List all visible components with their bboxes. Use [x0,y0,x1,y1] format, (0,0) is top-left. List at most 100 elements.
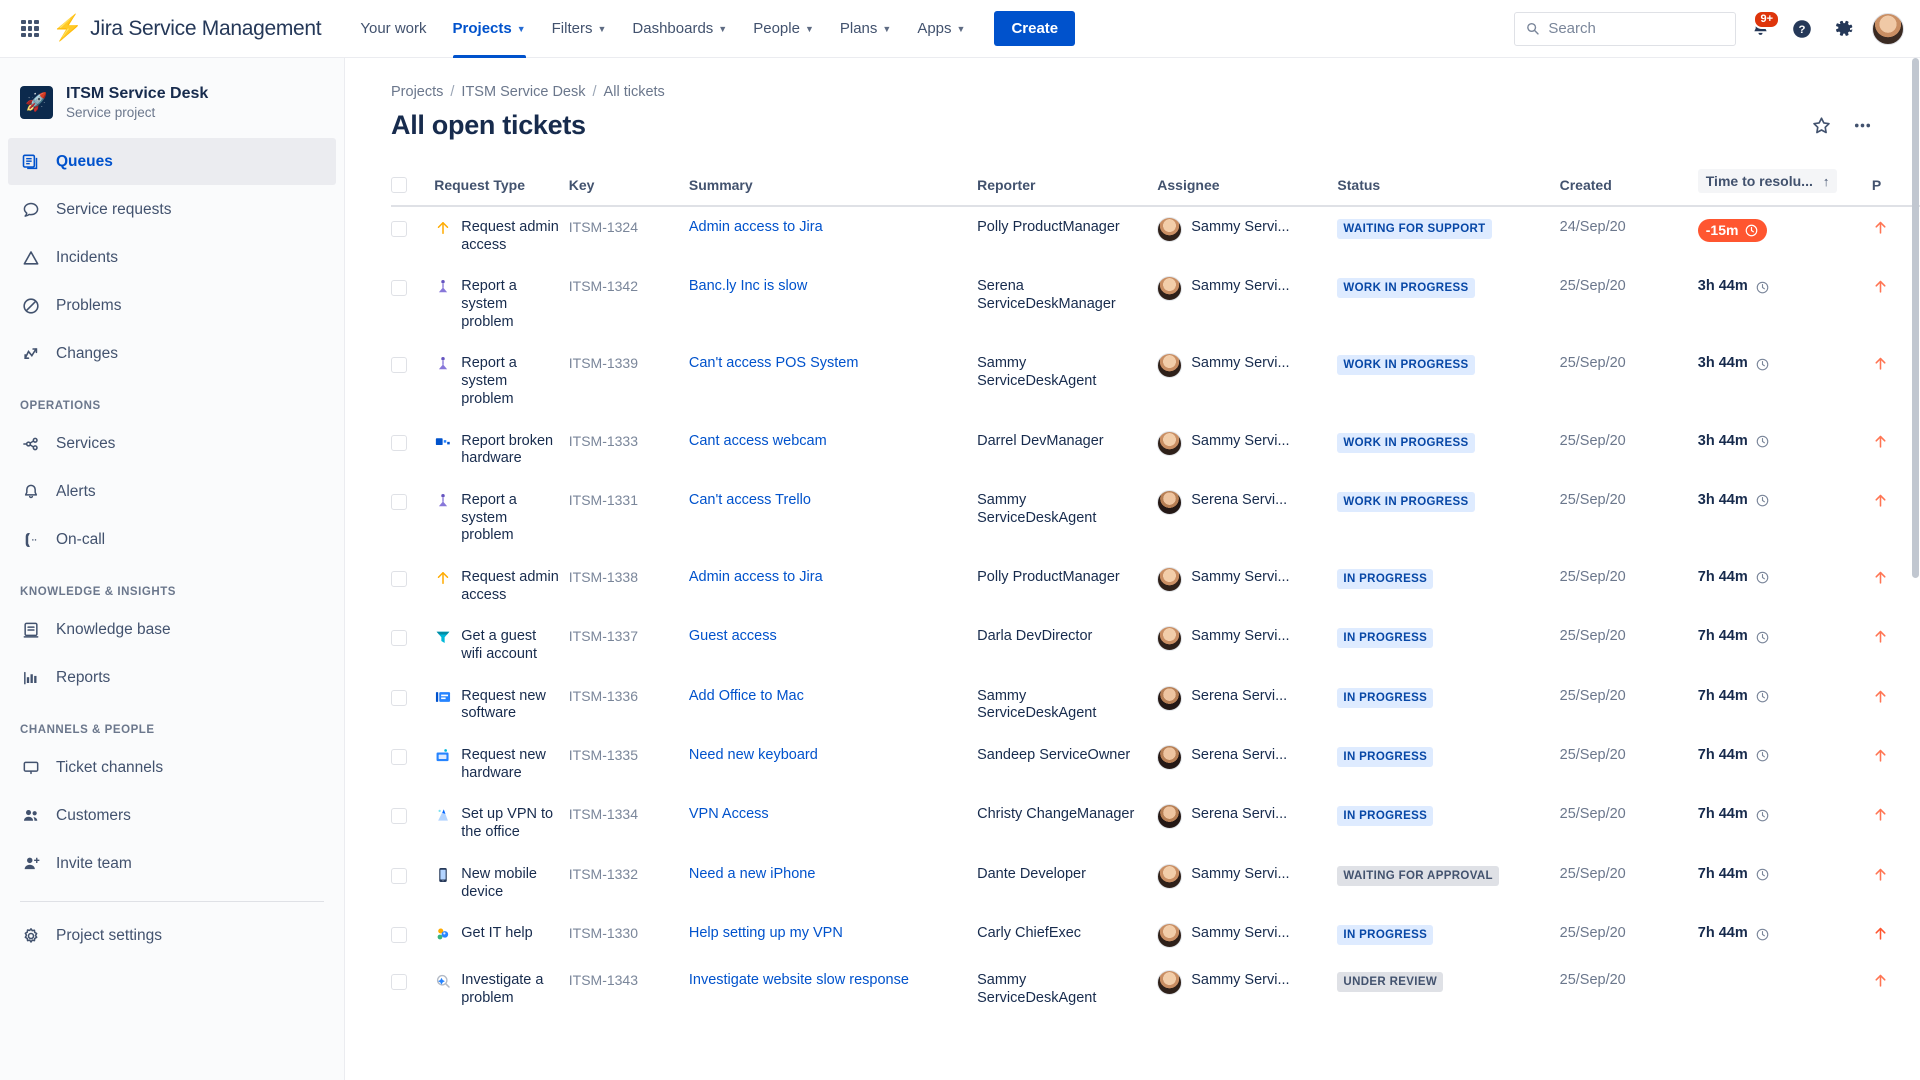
issue-key-link[interactable]: ITSM-1334 [568,806,638,823]
sidebar-item-changes[interactable]: Changes [8,330,336,377]
issue-key-link[interactable]: ITSM-1335 [568,747,638,764]
sidebar-item-problems[interactable]: Problems [8,282,336,329]
sidebar-item-ticket-channels[interactable]: Ticket channels [8,744,336,791]
issue-key-link[interactable]: ITSM-1336 [568,687,638,704]
apps-grid-icon[interactable] [14,13,46,45]
issue-summary-link[interactable]: Banc.ly Inc is slow [688,278,808,295]
brand-logo[interactable]: ⚡ Jira Service Management [52,16,322,41]
issue-summary-link[interactable]: Admin access to Jira [688,568,823,585]
column-header-created[interactable]: Created [1559,177,1612,193]
row-checkbox[interactable] [391,867,407,884]
issue-summary-link[interactable]: Help setting up my VPN [688,925,843,942]
nav-item-dashboards[interactable]: Dashboards ▼ [619,0,740,58]
global-search[interactable] [1514,11,1736,46]
issue-key-link[interactable]: ITSM-1343 [568,972,638,989]
column-header-time-to-resolution[interactable]: Time to resolu... ↑ [1697,163,1872,206]
table-row[interactable]: Get a guest wifi account ITSM-1337 Guest a… [391,616,1920,675]
issue-summary-link[interactable]: Can't access POS System [688,355,859,372]
column-header-key[interactable]: Key [568,177,595,193]
search-input[interactable] [1548,20,1724,37]
issue-summary-link[interactable]: Can't access Trello [688,491,811,508]
row-checkbox[interactable] [391,493,407,510]
nav-item-people[interactable]: People ▼ [740,0,827,58]
issue-summary-link[interactable]: Guest access [688,628,777,645]
table-row[interactable]: Set up VPN to the office ITSM-1334 VPN Acc… [391,794,1920,853]
table-row[interactable]: Get IT help ITSM-1330 Help setting up my V… [391,913,1920,960]
sidebar-item-incidents[interactable]: Incidents [8,234,336,281]
column-header-reporter[interactable]: Reporter [977,177,1036,193]
more-horizontal-icon[interactable] [1851,114,1874,137]
table-row[interactable]: New mobile device ITSM-1332 Need a new iPh… [391,854,1920,913]
nav-item-plans[interactable]: Plans ▼ [827,0,904,58]
column-header-assignee[interactable]: Assignee [1157,177,1220,193]
user-avatar[interactable] [1872,12,1904,45]
scrollbar-thumb[interactable] [1912,58,1919,578]
breadcrumb-projects[interactable]: Projects [391,84,444,100]
column-header-summary[interactable]: Summary [688,177,753,193]
issue-key-link[interactable]: ITSM-1339 [568,355,638,372]
sidebar-item-service-requests[interactable]: Service requests [8,186,336,233]
issue-summary-link[interactable]: Add Office to Mac [688,687,804,704]
issue-key-link[interactable]: ITSM-1332 [568,865,638,882]
settings-button[interactable] [1826,11,1862,47]
table-row[interactable]: Request new software ITSM-1336 Add Office … [391,676,1920,735]
row-checkbox[interactable] [391,357,407,374]
row-checkbox[interactable] [391,749,407,766]
table-row[interactable]: Investigate a problem ITSM-1343 Investigat… [391,960,1920,1019]
column-header-request-type[interactable]: Request Type [434,177,525,193]
issue-key-link[interactable]: ITSM-1333 [568,432,638,449]
sidebar-item-queues[interactable]: Queues [8,138,336,185]
row-checkbox[interactable] [391,927,407,944]
row-checkbox[interactable] [391,434,407,451]
issue-summary-link[interactable]: Investigate website slow response [688,972,909,989]
help-button[interactable]: ? [1784,11,1820,47]
select-all-checkbox[interactable] [391,177,407,193]
table-row[interactable]: Report a system problem ITSM-1331 Can't ac… [391,480,1920,557]
nav-item-your-work[interactable]: Your work [347,0,439,58]
row-checkbox[interactable] [391,221,407,237]
issue-summary-link[interactable]: VPN Access [688,806,769,823]
sidebar-item-reports[interactable]: Reports [8,654,336,701]
issue-key-link[interactable]: ITSM-1324 [568,219,638,235]
sidebar-item-project-settings[interactable]: Project settings [8,912,336,959]
row-checkbox[interactable] [391,280,407,297]
notifications-button[interactable]: 9+ [1742,9,1780,47]
sidebar-item-alerts[interactable]: Alerts [8,468,336,515]
column-header-status[interactable]: Status [1337,177,1381,193]
issue-key-link[interactable]: ITSM-1337 [568,628,638,645]
project-header[interactable]: 🚀 ITSM Service Desk Service project [0,58,344,138]
create-button[interactable]: Create [994,11,1076,46]
table-row[interactable]: Report broken hardware ITSM-1333 Cant acce… [391,421,1920,480]
sidebar-item-knowledge-base[interactable]: Knowledge base [8,606,336,653]
breadcrumb-project[interactable]: ITSM Service Desk [461,84,586,100]
nav-item-apps[interactable]: Apps ▼ [904,0,978,58]
column-header-priority[interactable]: P [1871,177,1882,193]
issue-key-link[interactable]: ITSM-1342 [568,278,638,295]
row-checkbox[interactable] [391,808,407,825]
star-outline-icon[interactable] [1810,114,1833,137]
table-row[interactable]: Report a system problem ITSM-1342 Banc.ly … [391,266,1920,343]
sidebar-item-invite-team[interactable]: Invite team [8,840,336,887]
table-row[interactable]: Request admin access ITSM-1324 Admin acces… [391,206,1920,266]
breadcrumb-all-tickets[interactable]: All tickets [603,84,665,100]
nav-item-projects[interactable]: Projects ▼ [440,0,539,58]
sidebar-item-customers[interactable]: Customers [8,792,336,839]
issue-key-link[interactable]: ITSM-1338 [568,568,638,585]
table-row[interactable]: Request admin access ITSM-1338 Admin acces… [391,557,1920,616]
page-scrollbar[interactable] [1911,58,1920,1080]
nav-item-filters[interactable]: Filters ▼ [539,0,620,58]
issue-key-link[interactable]: ITSM-1330 [568,925,638,942]
table-row[interactable]: Request new hardware ITSM-1335 Need new ke… [391,735,1920,794]
issue-summary-link[interactable]: Admin access to Jira [688,219,823,235]
row-checkbox[interactable] [391,630,407,647]
issue-key-link[interactable]: ITSM-1331 [568,491,638,508]
issue-summary-link[interactable]: Cant access webcam [688,432,827,449]
row-checkbox[interactable] [391,689,407,706]
issue-summary-link[interactable]: Need a new iPhone [688,865,816,882]
table-row[interactable]: Report a system problem ITSM-1339 Can't ac… [391,343,1920,420]
sidebar-item-services[interactable]: Services [8,420,336,467]
row-checkbox[interactable] [391,570,407,587]
issue-summary-link[interactable]: Need new keyboard [688,747,818,764]
sidebar-item-on-call[interactable]: On-call [8,516,336,563]
row-checkbox[interactable] [391,974,407,991]
